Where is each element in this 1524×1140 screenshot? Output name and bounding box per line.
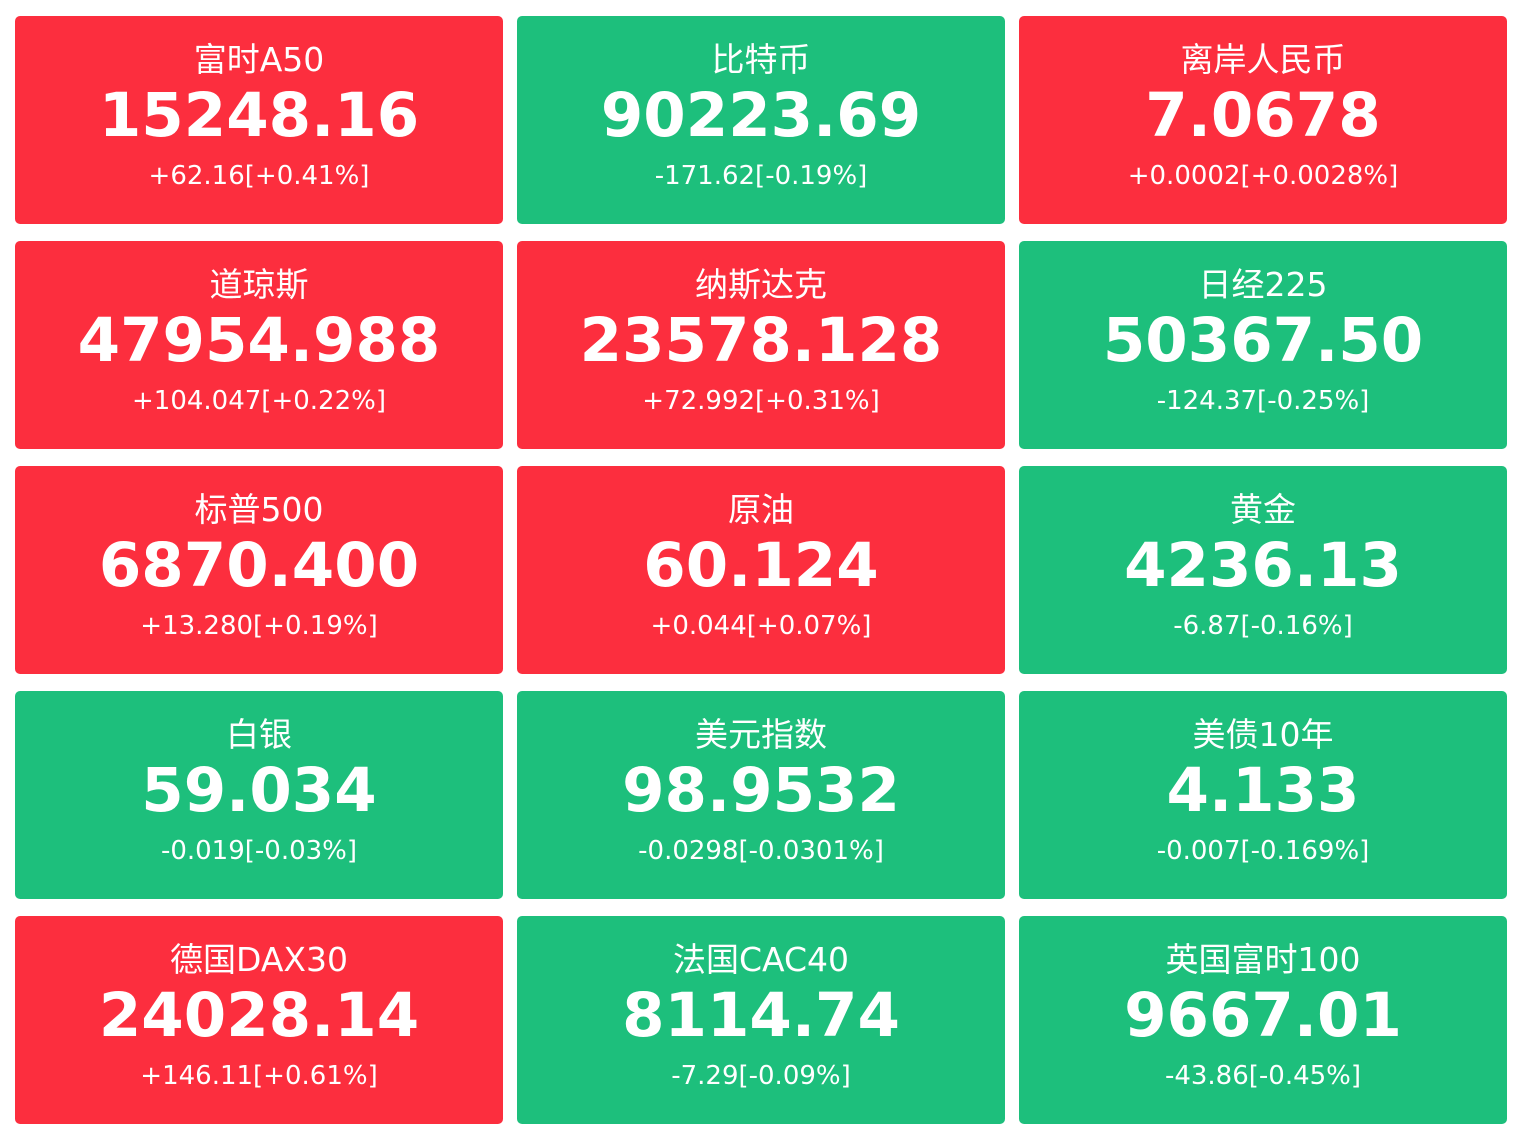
quote-tile-dax-30[interactable]: 德国DAX30 24028.14 +146.11[+0.61%] xyxy=(15,916,503,1124)
quote-name: 富时A50 xyxy=(193,40,325,79)
quote-price: 8114.74 xyxy=(622,980,900,1051)
quote-tile-nasdaq[interactable]: 纳斯达克 23578.128 +72.992[+0.31%] xyxy=(517,241,1005,449)
quote-tile-cac-40[interactable]: 法国CAC40 8114.74 -7.29[-0.09%] xyxy=(517,916,1005,1124)
quote-name: 道琼斯 xyxy=(209,265,309,304)
quote-price: 7.0678 xyxy=(1145,80,1381,151)
quote-price: 24028.14 xyxy=(98,980,420,1051)
quote-change: -7.29[-0.09%] xyxy=(671,1061,851,1091)
quote-change: +13.280[+0.19%] xyxy=(140,611,378,641)
quote-tile-dollar-index[interactable]: 美元指数 98.9532 -0.0298[-0.0301%] xyxy=(517,691,1005,899)
quote-change: -0.019[-0.03%] xyxy=(160,836,358,866)
quote-change: +0.0002[+0.0028%] xyxy=(1127,161,1399,191)
quote-price: 90223.69 xyxy=(600,80,922,151)
quote-name: 黄金 xyxy=(1230,490,1296,529)
quote-change: -43.86[-0.45%] xyxy=(1164,1061,1362,1091)
quote-change: -0.0298[-0.0301%] xyxy=(638,836,884,866)
quote-tile-bitcoin[interactable]: 比特币 90223.69 -171.62[-0.19%] xyxy=(517,16,1005,224)
quote-tile-nikkei-225[interactable]: 日经225 50367.50 -124.37[-0.25%] xyxy=(1019,241,1507,449)
quote-change: +104.047[+0.22%] xyxy=(132,386,386,416)
quote-change: +62.16[+0.41%] xyxy=(148,161,370,191)
quote-tile-us-10y-treasury[interactable]: 美债10年 4.133 -0.007[-0.169%] xyxy=(1019,691,1507,899)
quote-change: +146.11[+0.61%] xyxy=(140,1061,378,1091)
quote-name: 美元指数 xyxy=(695,715,827,754)
quote-name: 比特币 xyxy=(711,40,811,79)
quote-price: 9667.01 xyxy=(1124,980,1402,1051)
quote-price: 23578.128 xyxy=(579,305,943,376)
quote-name: 日经225 xyxy=(1198,265,1328,304)
quote-price: 98.9532 xyxy=(622,755,900,826)
quote-price: 59.034 xyxy=(141,755,377,826)
quote-tile-crude-oil[interactable]: 原油 60.124 +0.044[+0.07%] xyxy=(517,466,1005,674)
quote-name: 离岸人民币 xyxy=(1180,40,1346,79)
quote-change: -0.007[-0.169%] xyxy=(1156,836,1370,866)
quote-tile-ftse-a50[interactable]: 富时A50 15248.16 +62.16[+0.41%] xyxy=(15,16,503,224)
quote-change: -6.87[-0.16%] xyxy=(1173,611,1353,641)
quote-price: 4236.13 xyxy=(1124,530,1402,601)
quote-price: 60.124 xyxy=(643,530,879,601)
quote-name: 德国DAX30 xyxy=(169,940,348,979)
market-quote-grid: 富时A50 15248.16 +62.16[+0.41%] 比特币 90223.… xyxy=(15,16,1507,1124)
quote-name: 标普500 xyxy=(194,490,324,529)
quote-change: +72.992[+0.31%] xyxy=(642,386,880,416)
quote-price: 15248.16 xyxy=(98,80,420,151)
quote-price: 50367.50 xyxy=(1102,305,1424,376)
quote-change: -124.37[-0.25%] xyxy=(1156,386,1370,416)
quote-tile-offshore-rmb[interactable]: 离岸人民币 7.0678 +0.0002[+0.0028%] xyxy=(1019,16,1507,224)
quote-name: 纳斯达克 xyxy=(695,265,827,304)
quote-name: 法国CAC40 xyxy=(672,940,850,979)
quote-name: 美债10年 xyxy=(1192,715,1334,754)
quote-change: -171.62[-0.19%] xyxy=(654,161,868,191)
quote-tile-silver[interactable]: 白银 59.034 -0.019[-0.03%] xyxy=(15,691,503,899)
quote-tile-sp-500[interactable]: 标普500 6870.400 +13.280[+0.19%] xyxy=(15,466,503,674)
quote-tile-ftse-100[interactable]: 英国富时100 9667.01 -43.86[-0.45%] xyxy=(1019,916,1507,1124)
quote-change: +0.044[+0.07%] xyxy=(650,611,872,641)
quote-name: 原油 xyxy=(728,490,794,529)
quote-tile-dow-jones[interactable]: 道琼斯 47954.988 +104.047[+0.22%] xyxy=(15,241,503,449)
quote-price: 47954.988 xyxy=(77,305,441,376)
quote-price: 6870.400 xyxy=(98,530,420,601)
quote-name: 英国富时100 xyxy=(1165,940,1361,979)
quote-name: 白银 xyxy=(226,715,292,754)
quote-tile-gold[interactable]: 黄金 4236.13 -6.87[-0.16%] xyxy=(1019,466,1507,674)
quote-price: 4.133 xyxy=(1166,755,1360,826)
